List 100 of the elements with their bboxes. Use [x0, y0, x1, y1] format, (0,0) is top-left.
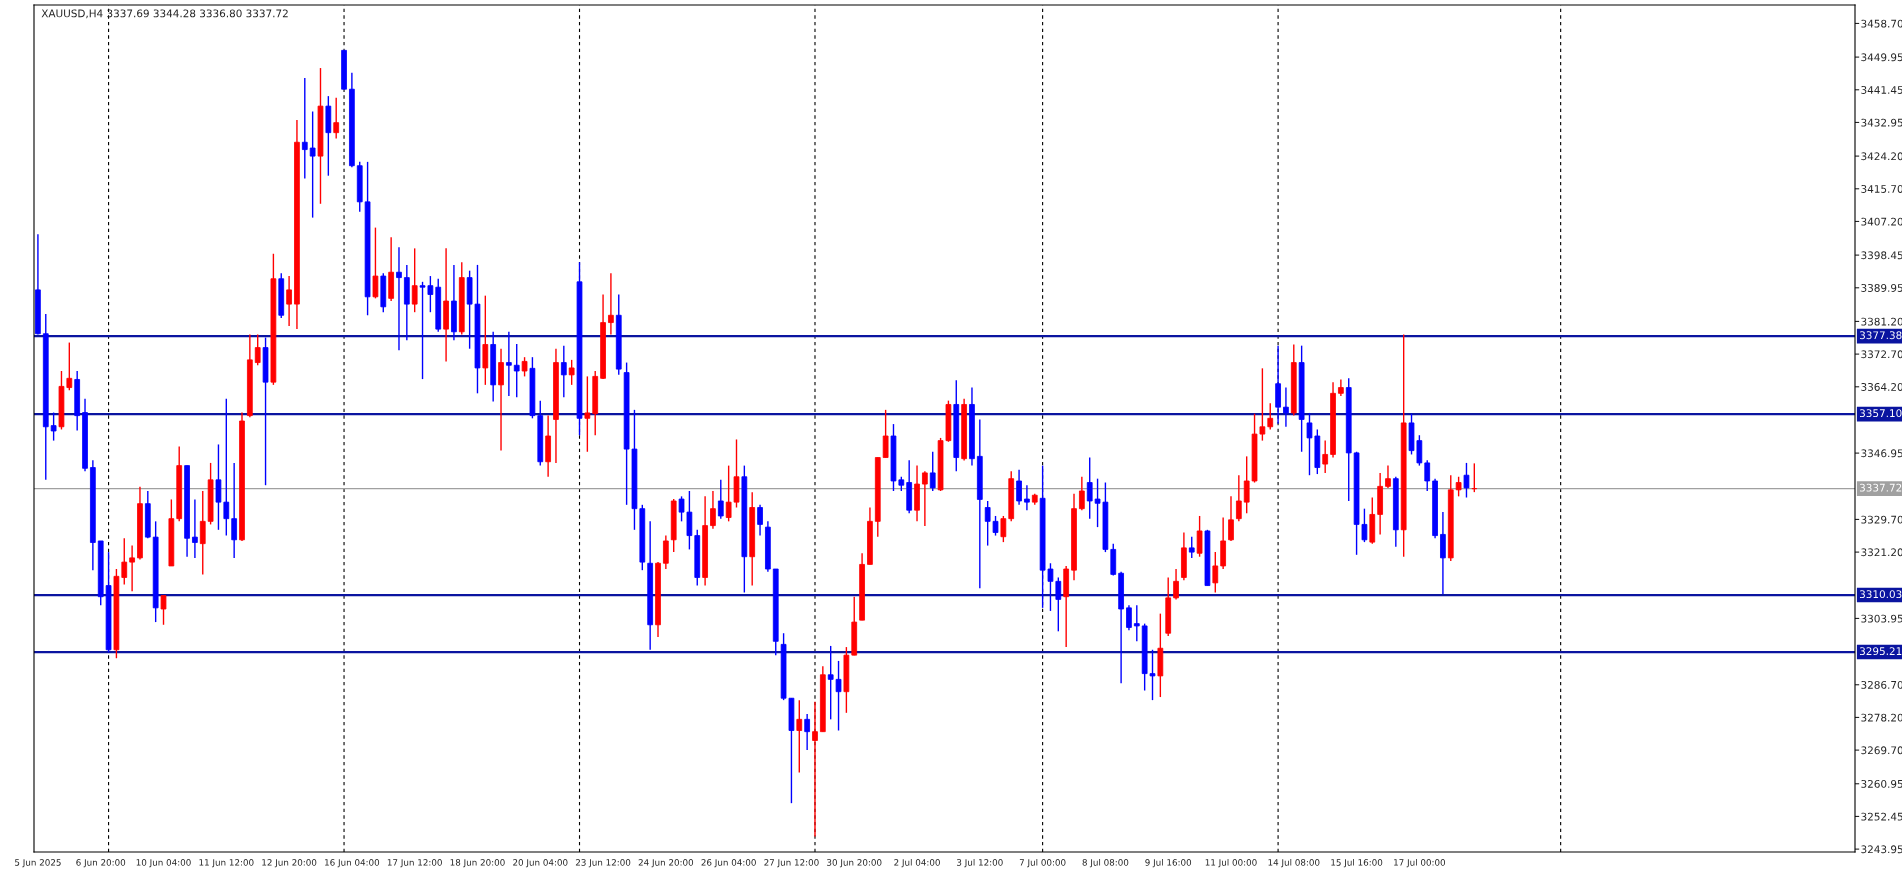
y-tick-label: 3260.95	[1861, 779, 1902, 788]
candlestick	[513, 343, 520, 398]
candlestick	[1235, 474, 1242, 523]
candlestick	[1188, 536, 1195, 559]
x-tick-label: 17 Jun 12:00	[387, 859, 442, 868]
candlestick	[568, 359, 575, 386]
y-tick-label: 3303.95	[1861, 614, 1902, 623]
candlestick	[1424, 459, 1431, 492]
x-tick-label: 30 Jun 20:00	[827, 859, 882, 868]
candlestick	[309, 110, 316, 219]
candlestick	[1322, 439, 1329, 474]
x-tick-label: 11 Jul 00:00	[1205, 858, 1257, 868]
candlestick	[608, 272, 614, 336]
candlestick	[710, 490, 716, 530]
candlestick	[1228, 495, 1234, 542]
candlestick	[1126, 604, 1132, 631]
x-tick-label: 7 Jul 00:00	[1019, 858, 1066, 868]
candlestick	[1440, 511, 1446, 595]
candlestick	[796, 699, 803, 774]
candlestick	[506, 331, 512, 397]
candlestick	[411, 247, 418, 313]
candlestick	[663, 534, 669, 570]
x-tick-label: 9 Jul 16:00	[1145, 858, 1192, 868]
candlestick	[1016, 469, 1022, 506]
candlestick	[254, 333, 261, 366]
x-tick-label: 27 Jun 12:00	[764, 859, 819, 868]
y-tick-label: 3329.70	[1861, 515, 1902, 524]
y-tick-label: 3449.95	[1861, 53, 1902, 62]
candlestick	[1463, 462, 1470, 499]
y-tick-label: 3424.20	[1861, 152, 1902, 161]
x-tick-label: 11 Jun 12:00	[199, 859, 254, 868]
ref-line-label: 3377.38	[1859, 331, 1902, 340]
candlestick	[498, 348, 504, 452]
x-tick-label: 3 Jul 12:00	[957, 858, 1003, 868]
candlestick	[1455, 476, 1462, 498]
y-tick-label: 3243.95	[1861, 845, 1902, 854]
candlestick	[1024, 484, 1030, 511]
ref-line-label: 3337.72	[1859, 483, 1902, 492]
candlestick	[929, 451, 936, 492]
candlestick	[231, 462, 238, 559]
candlestick	[396, 246, 402, 351]
candlestick	[1133, 604, 1140, 643]
candlestick	[199, 490, 206, 576]
candlestick	[50, 411, 57, 442]
candlestick	[160, 594, 167, 626]
candlestick	[812, 700, 818, 838]
y-tick-label: 3407.20	[1861, 217, 1902, 226]
x-tick-label: 12 Jun 20:00	[262, 859, 317, 868]
y-tick-label: 3269.70	[1861, 746, 1902, 755]
y-tick-label: 3278.20	[1861, 713, 1902, 722]
ref-line-label: 3310.03	[1859, 590, 1902, 599]
x-tick-label: 18 Jun 20:00	[450, 859, 505, 868]
chart-title: XAUUSD,H4 3337.69 3344.28 3336.80 3337.72	[41, 9, 288, 19]
ref-line-label: 3357.10	[1859, 409, 1902, 418]
y-tick-label: 3252.45	[1861, 812, 1902, 821]
candlestick	[1079, 476, 1085, 511]
y-tick-label: 3381.20	[1861, 317, 1902, 326]
x-tick-label: 14 Jul 08:00	[1268, 858, 1320, 868]
y-tick-label: 3398.45	[1861, 251, 1902, 260]
candlestick	[717, 479, 724, 520]
candlestick	[192, 498, 198, 559]
candlestick	[584, 375, 591, 453]
x-tick-label: 24 Jun 20:00	[638, 859, 694, 868]
candlestick	[121, 537, 128, 586]
y-tick-label: 3286.70	[1861, 680, 1902, 689]
y-tick-label: 3346.95	[1861, 449, 1902, 458]
candlestick	[129, 544, 135, 593]
y-tick-label: 3389.95	[1861, 284, 1902, 292]
y-tick-label: 3458.70	[1861, 19, 1902, 28]
x-tick-label: 10 Jun 04:00	[136, 859, 191, 868]
candlestick	[1173, 568, 1179, 601]
y-tick-label: 3415.70	[1861, 185, 1902, 193]
candlestick	[521, 356, 528, 378]
x-tick-label: 5 Jun 2025	[15, 859, 61, 868]
candlestick	[301, 77, 308, 180]
y-tick-label: 3432.95	[1861, 118, 1902, 127]
candlestick	[1212, 551, 1219, 594]
y-tick-label: 3372.70	[1861, 350, 1902, 359]
x-tick-label: 16 Jun 04:00	[325, 859, 380, 868]
candlestick	[1267, 402, 1274, 431]
candlestick	[482, 294, 489, 386]
y-tick-label: 3321.20	[1861, 548, 1902, 557]
candlestick	[757, 504, 763, 537]
candlestick	[560, 344, 567, 398]
candlestick	[333, 96, 340, 140]
x-tick-label: 8 Jul 08:00	[1082, 858, 1129, 868]
y-tick-label: 3441.45	[1861, 86, 1902, 94]
candlestick	[882, 409, 889, 459]
candlestick	[1471, 462, 1478, 493]
ref-line-label: 3295.21	[1859, 647, 1902, 656]
candlestick	[1385, 464, 1391, 489]
candlestick	[286, 275, 292, 327]
candlestick	[1283, 386, 1289, 428]
x-tick-label: 20 Jun 04:00	[513, 859, 568, 868]
x-tick-label: 6 Jun 20:00	[76, 859, 126, 868]
x-tick-label: 2 Jul 04:00	[894, 858, 940, 868]
x-tick-label: 23 Jun 12:00	[575, 859, 631, 868]
y-tick-label: 3364.20	[1861, 383, 1902, 391]
candlestick	[1196, 515, 1203, 558]
candlestick	[1000, 515, 1007, 543]
